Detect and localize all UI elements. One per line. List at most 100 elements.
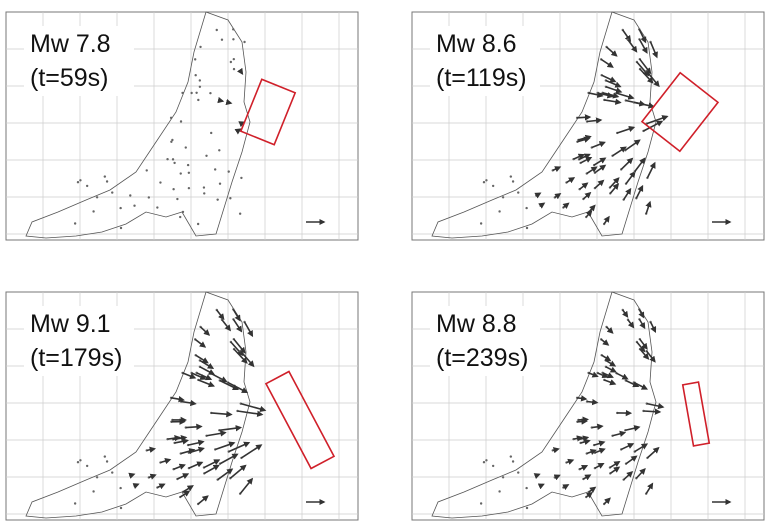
station <box>173 162 175 164</box>
time-label: (t=239s) <box>436 344 528 372</box>
station <box>228 170 230 172</box>
station <box>92 490 94 492</box>
station <box>86 185 88 187</box>
station <box>185 146 187 148</box>
map-panel: Mw 8.8 (t=239s) <box>412 292 764 520</box>
station <box>216 29 218 31</box>
station <box>195 92 197 94</box>
station <box>232 38 234 40</box>
station <box>525 207 527 209</box>
station <box>240 177 242 179</box>
displacement-arrow <box>643 411 659 412</box>
station <box>502 476 504 478</box>
station <box>86 465 88 467</box>
station <box>229 197 231 199</box>
station <box>498 490 500 492</box>
station <box>233 68 235 70</box>
station <box>485 179 487 181</box>
station <box>120 227 122 229</box>
station <box>111 471 113 473</box>
station <box>199 79 201 81</box>
station <box>498 210 500 212</box>
station <box>218 149 220 151</box>
map-panel: Mw 9.1 (t=179s) <box>6 292 358 520</box>
station <box>209 92 211 94</box>
station <box>512 460 514 462</box>
station <box>188 172 190 174</box>
station <box>111 191 113 193</box>
station <box>483 461 485 463</box>
station <box>146 169 148 171</box>
station <box>104 175 106 177</box>
magnitude-label: Mw 8.8 <box>436 310 517 338</box>
station <box>203 192 205 194</box>
station <box>166 158 168 160</box>
station <box>526 507 528 509</box>
station <box>176 198 178 200</box>
station <box>92 210 94 212</box>
station <box>77 461 79 463</box>
station <box>96 476 98 478</box>
station <box>106 180 108 182</box>
station <box>188 187 190 189</box>
station <box>133 205 135 207</box>
time-label: (t=59s) <box>30 64 109 92</box>
magnitude-label: Mw 8.6 <box>436 30 517 58</box>
displacement-arrow <box>130 474 134 475</box>
station <box>194 74 196 76</box>
station <box>197 99 199 101</box>
station <box>492 465 494 467</box>
station <box>106 460 108 462</box>
station <box>159 181 161 183</box>
station <box>104 455 106 457</box>
displacement-arrow <box>220 100 223 101</box>
time-label: (t=179s) <box>30 344 122 372</box>
station <box>219 183 221 185</box>
station <box>199 86 201 88</box>
time-label: (t=119s) <box>436 64 527 92</box>
station <box>216 198 218 200</box>
station <box>129 194 131 196</box>
displacement-arrow <box>577 421 586 422</box>
displacement-arrow <box>228 102 231 103</box>
station <box>120 507 122 509</box>
station <box>525 487 527 489</box>
station <box>230 61 232 63</box>
station <box>180 120 182 122</box>
station <box>79 459 81 461</box>
displacement-arrow <box>186 427 201 428</box>
station <box>179 216 181 218</box>
station <box>182 211 184 213</box>
station <box>172 188 174 190</box>
station <box>194 58 196 60</box>
station <box>502 196 504 198</box>
station <box>96 196 98 198</box>
station <box>243 41 245 43</box>
station <box>74 502 76 504</box>
station <box>510 175 512 177</box>
station <box>197 223 199 225</box>
station <box>239 213 241 215</box>
station <box>203 186 205 188</box>
magnitude-label: Mw 9.1 <box>30 310 111 338</box>
station <box>187 164 189 166</box>
station <box>210 132 212 134</box>
station <box>205 155 207 157</box>
magnitude-label: Mw 7.8 <box>30 30 111 58</box>
map-panel: Mw 8.6 (t=119s) <box>412 12 764 240</box>
station <box>79 179 81 181</box>
station <box>492 185 494 187</box>
station <box>170 117 172 119</box>
station <box>232 28 234 30</box>
station <box>480 222 482 224</box>
station <box>517 471 519 473</box>
station <box>180 172 182 174</box>
station <box>156 206 158 208</box>
station <box>214 168 216 170</box>
station <box>485 459 487 461</box>
station <box>119 487 121 489</box>
station <box>510 455 512 457</box>
station <box>233 58 235 60</box>
station <box>517 191 519 193</box>
displacement-arrow <box>577 117 590 118</box>
